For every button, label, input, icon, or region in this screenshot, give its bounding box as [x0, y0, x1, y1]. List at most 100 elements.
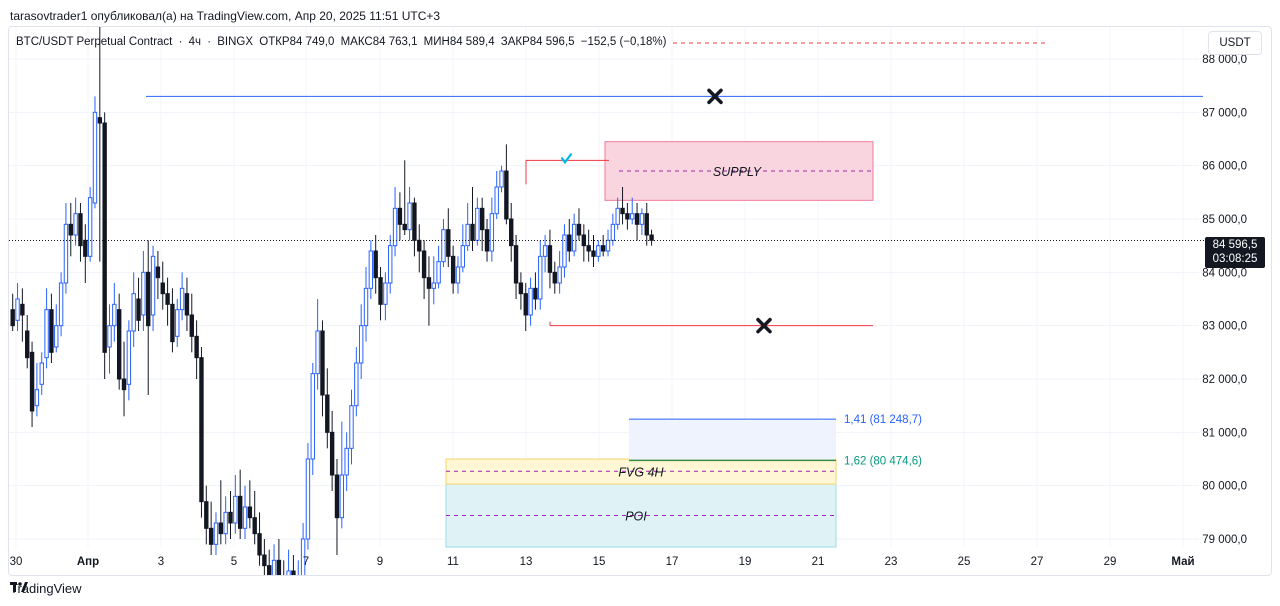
candle-body [92, 111, 98, 204]
candle [204, 485, 209, 545]
candle-body [363, 287, 369, 327]
candle-body [436, 261, 441, 284]
candle [475, 197, 480, 246]
check-mark-icon [560, 153, 573, 165]
candle [199, 347, 204, 518]
candle [625, 203, 630, 230]
candle-body [388, 245, 393, 284]
time-tick-label: 27 [1031, 556, 1044, 568]
candle [102, 112, 107, 379]
candle-body [392, 207, 398, 247]
candle [39, 352, 44, 395]
candle [146, 240, 151, 395]
candle-body [407, 202, 412, 231]
candle [286, 549, 291, 575]
footer-brand[interactable]: TradingView [10, 581, 82, 596]
candle [383, 272, 388, 321]
currency-button[interactable]: USDT [1208, 31, 1262, 55]
candle-body [184, 293, 190, 316]
legend-interval[interactable]: 4ч [188, 36, 202, 48]
candle-body [412, 202, 417, 241]
time-tick-label: Апр [77, 556, 99, 568]
candle [513, 235, 519, 299]
candle [150, 245, 156, 331]
candle [538, 240, 543, 310]
candle [436, 245, 441, 289]
candle-body [586, 245, 591, 252]
candle [271, 544, 277, 575]
candle-body [116, 309, 122, 380]
candle-body [368, 250, 374, 289]
last-price-tag: 84 596,5 03:08:25 [1205, 237, 1265, 268]
time-tick-label: 29 [1104, 556, 1117, 568]
time-tick-label: 3 [158, 556, 164, 568]
candle-body [208, 527, 214, 545]
candle-body [600, 245, 606, 252]
drawing-overlay: SUPPLY FVG 4H POI 1,41 (81 248,7) 1,62 (80 4… [9, 42, 1205, 524]
candle [184, 277, 190, 331]
candle-body [383, 282, 388, 305]
candle-body [567, 234, 572, 252]
candle-body [233, 495, 238, 524]
candle [276, 539, 282, 575]
candle [533, 272, 538, 310]
candle-body [402, 223, 407, 231]
candle [29, 341, 35, 427]
candle [252, 491, 257, 545]
candle [189, 293, 194, 353]
candle-body [34, 389, 40, 407]
candle [547, 229, 553, 289]
candle [283, 560, 285, 575]
fib-zone [629, 419, 836, 461]
candle-body [625, 213, 630, 220]
candle-body [358, 325, 364, 364]
candle-body [39, 362, 44, 385]
legend-symbol[interactable]: BTC/USDT Perpetual Contract [16, 36, 173, 48]
candle [233, 475, 238, 534]
candle-body [596, 245, 601, 257]
cross-marker-icon [756, 317, 772, 334]
candle [562, 224, 567, 278]
time-tick-label: 7 [303, 556, 309, 568]
candle [228, 491, 233, 539]
drawing-zones [445, 141, 874, 548]
price-tick-label: 82 000,0 [1202, 374, 1247, 386]
candle-body [291, 570, 296, 575]
candle [68, 203, 73, 257]
candle-body [494, 186, 499, 215]
candle-body [121, 378, 127, 391]
candle [58, 272, 64, 337]
candle-body [547, 245, 553, 273]
candle [218, 480, 224, 545]
candle-body [615, 207, 620, 225]
candle [334, 459, 340, 555]
candle [213, 512, 219, 555]
candle [417, 224, 422, 273]
candle [262, 539, 267, 575]
candle [368, 240, 374, 299]
legend-open: ОТКР84 749,0 [259, 36, 335, 48]
candle-body [189, 314, 194, 337]
candlestick-chart[interactable]: SUPPLY FVG 4H POI 1,41 (81 248,7) 1,62 (80 4… [9, 27, 1271, 575]
candle-body [431, 282, 436, 289]
price-tick-label: 88 000,0 [1202, 54, 1247, 66]
candle [325, 368, 330, 449]
candle-body [267, 565, 272, 575]
candle-body [523, 293, 528, 316]
legend-low: МИН84 589,4 [423, 36, 495, 48]
candle [392, 187, 398, 257]
candle [349, 389, 354, 465]
candle-body [141, 271, 146, 316]
chart-panel[interactable]: SUPPLY FVG 4H POI 1,41 (81 248,7) 1,62 (80 4… [8, 26, 1272, 576]
candle [358, 304, 364, 379]
candle-body [475, 207, 480, 241]
price-tick-label: 86 000,0 [1202, 161, 1247, 173]
candle-body [271, 559, 277, 575]
candle [412, 197, 417, 257]
candle-body [349, 405, 354, 449]
candle [596, 240, 601, 262]
candle [73, 197, 78, 246]
symbol-legend: BTC/USDT Perpetual Contract · 4ч · BINGX… [16, 36, 669, 48]
candle [407, 187, 412, 241]
candle-body [25, 330, 30, 359]
